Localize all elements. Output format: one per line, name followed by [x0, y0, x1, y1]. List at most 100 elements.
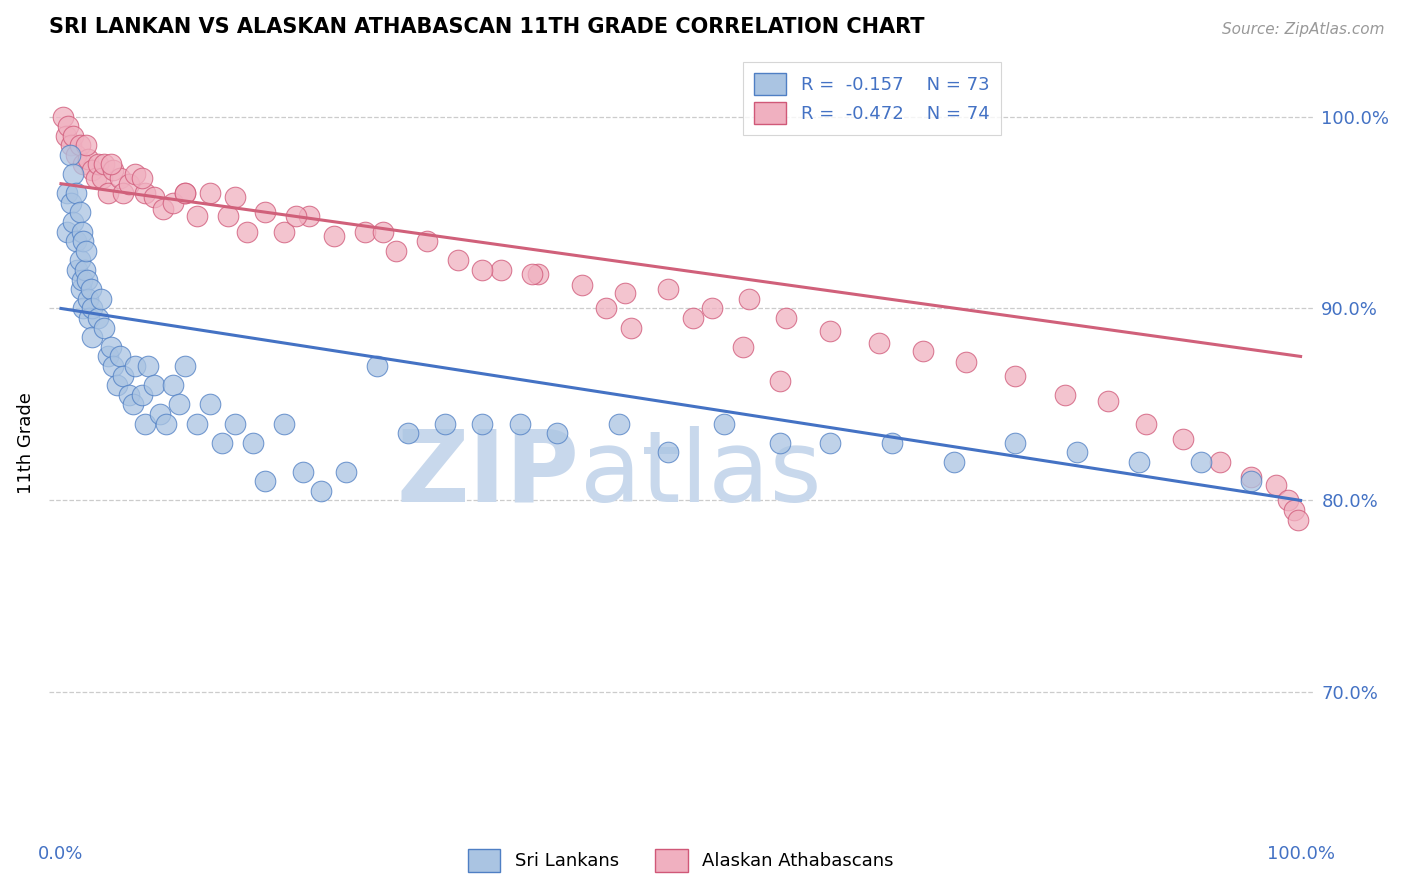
Point: [65, 186, 87, 201]
Point: [100, 340, 122, 354]
Point: [56, 225, 79, 239]
Point: [1240, 470, 1263, 484]
Point: [90, 170, 112, 185]
Point: [396, 426, 419, 441]
Point: [291, 465, 314, 479]
Point: [118, 388, 141, 402]
Point: [73, 263, 96, 277]
Point: [769, 435, 792, 450]
Point: [69, 138, 91, 153]
Point: [110, 350, 132, 364]
Point: [62, 167, 84, 181]
Point: [59, 138, 82, 153]
Text: SRI LANKAN VS ALASKAN ATHABASCAN 11TH GRADE CORRELATION CHART: SRI LANKAN VS ALASKAN ATHABASCAN 11TH GR…: [49, 17, 924, 37]
Point: [769, 375, 792, 389]
Point: [509, 417, 531, 431]
Point: [77, 292, 100, 306]
Point: [162, 378, 184, 392]
Point: [682, 311, 704, 326]
Legend: Sri Lankans, Alaskan Athabascans: Sri Lankans, Alaskan Athabascans: [457, 838, 904, 882]
Point: [62, 215, 84, 229]
Point: [79, 311, 101, 326]
Point: [76, 273, 98, 287]
Point: [121, 397, 143, 411]
Point: [546, 426, 568, 441]
Point: [1004, 435, 1026, 450]
Point: [818, 435, 841, 450]
Point: [273, 225, 295, 239]
Point: [1135, 417, 1157, 431]
Point: [224, 190, 246, 204]
Point: [713, 417, 735, 431]
Point: [75, 244, 97, 258]
Point: [69, 253, 91, 268]
Point: [101, 359, 124, 373]
Point: [285, 210, 308, 224]
Y-axis label: 11th Grade: 11th Grade: [17, 392, 35, 494]
Point: [322, 228, 344, 243]
Point: [66, 263, 89, 277]
Point: [1209, 455, 1232, 469]
Point: [149, 407, 172, 421]
Point: [124, 167, 146, 181]
Point: [254, 205, 277, 219]
Point: [211, 435, 233, 450]
Point: [52, 110, 75, 124]
Point: [731, 340, 754, 354]
Point: [174, 186, 197, 201]
Point: [607, 417, 630, 431]
Point: [80, 301, 103, 316]
Point: [72, 301, 94, 316]
Point: [738, 292, 761, 306]
Point: [87, 311, 110, 326]
Point: [818, 325, 841, 339]
Point: [384, 244, 406, 258]
Point: [136, 359, 159, 373]
Point: [70, 225, 93, 239]
Point: [90, 292, 112, 306]
Point: [1284, 503, 1306, 517]
Point: [471, 417, 494, 431]
Point: [868, 336, 890, 351]
Point: [1240, 474, 1263, 488]
Text: atlas: atlas: [579, 425, 821, 523]
Point: [69, 282, 91, 296]
Point: [880, 435, 903, 450]
Point: [118, 177, 141, 191]
Point: [198, 186, 221, 201]
Point: [93, 320, 115, 334]
Point: [65, 234, 87, 248]
Point: [87, 157, 110, 171]
Point: [657, 282, 679, 296]
Point: [335, 465, 357, 479]
Point: [366, 359, 388, 373]
Point: [520, 267, 543, 281]
Point: [111, 368, 134, 383]
Point: [298, 210, 321, 224]
Point: [595, 301, 617, 316]
Point: [1097, 393, 1119, 408]
Text: Source: ZipAtlas.com: Source: ZipAtlas.com: [1222, 22, 1385, 37]
Point: [273, 417, 295, 431]
Point: [110, 170, 132, 185]
Point: [59, 148, 82, 162]
Point: [911, 343, 934, 358]
Point: [620, 320, 643, 334]
Point: [93, 157, 115, 171]
Point: [111, 186, 134, 201]
Point: [775, 311, 797, 326]
Point: [69, 205, 91, 219]
Point: [1066, 445, 1088, 459]
Point: [70, 273, 93, 287]
Point: [1286, 512, 1309, 526]
Point: [65, 148, 87, 162]
Point: [80, 330, 103, 344]
Point: [311, 483, 333, 498]
Point: [242, 435, 264, 450]
Point: [72, 157, 94, 171]
Point: [105, 378, 128, 392]
Point: [614, 286, 637, 301]
Point: [1191, 455, 1213, 469]
Point: [80, 282, 103, 296]
Point: [97, 350, 120, 364]
